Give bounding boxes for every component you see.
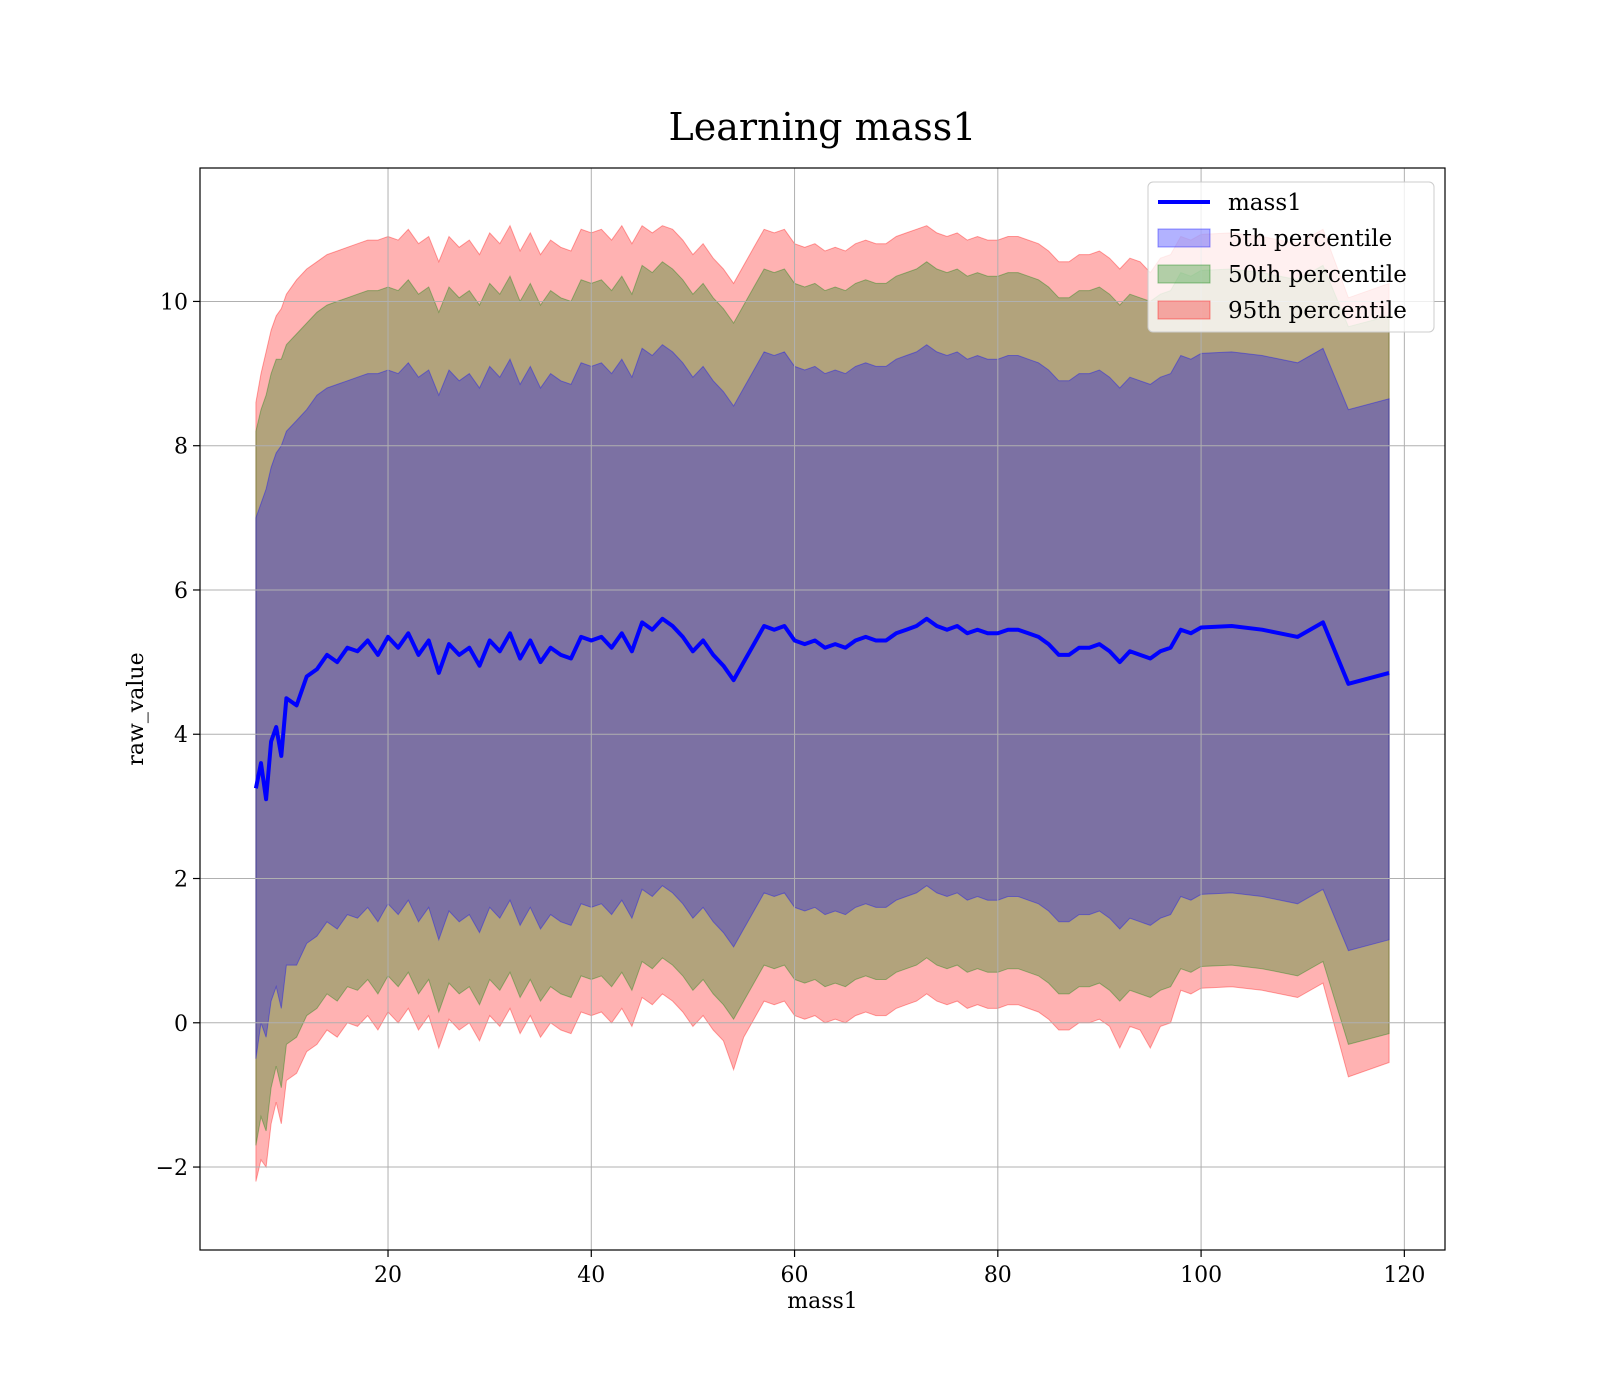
x-tick-label: 120 [1383,1263,1425,1288]
legend: mass1 5th percentile 50th percentile 95th p… [1147,181,1435,333]
y-tick-label: 0 [174,1012,188,1037]
mean-line-group [253,616,1390,802]
band-95th-percentile [255,224,1390,1182]
x-tick-label: 40 [577,1263,605,1288]
series-line-mass1 [253,616,1390,802]
axis-ticks: 20 40 60 80 100 120 −2 0 2 4 6 8 10 [156,290,1426,1288]
y-tick-label: 6 [174,579,188,604]
x-tick-label: 100 [1180,1263,1222,1288]
plot-frame [199,167,1446,1251]
legend-swatch-95th-percentile [1157,300,1211,320]
legend-label-5th-percentile: 5th percentile [1228,226,1392,252]
band-5th-percentile [255,344,1390,1059]
y-tick-label: 8 [174,435,188,460]
y-tick-label: 10 [160,290,188,315]
legend-box [1147,181,1435,333]
band-50th-percentile [255,261,1390,1146]
x-tick-label: 60 [781,1263,809,1288]
legend-swatch-5th-percentile [1157,228,1211,248]
legend-swatch-50th-percentile [1157,264,1211,284]
legend-label-50th-percentile: 50th percentile [1228,262,1407,288]
grid-lines [200,168,1445,1250]
x-tick-label: 80 [984,1263,1012,1288]
y-axis-label: raw_value [124,652,149,765]
legend-label-mass1: mass1 [1228,190,1302,216]
chart-title: Learning mass1 [669,105,977,149]
y-tick-label: 4 [174,723,188,748]
legend-label-95th-percentile: 95th percentile [1228,298,1407,324]
y-tick-label: −2 [156,1156,188,1181]
percentile-bands [255,224,1390,1182]
x-tick-label: 20 [374,1263,402,1288]
y-tick-label: 2 [174,868,188,893]
x-axis-label: mass1 [787,1289,858,1314]
